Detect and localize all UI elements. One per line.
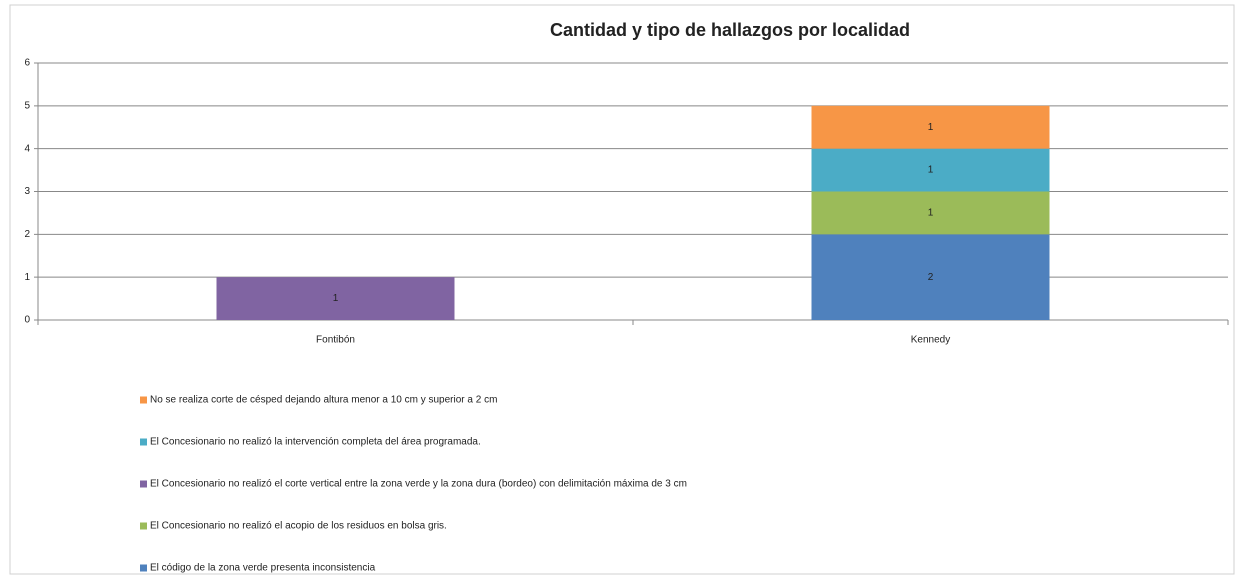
y-tick-label: 2 [24,229,30,240]
chart-title: Cantidad y tipo de hallazgos por localid… [550,20,910,40]
y-tick-label: 3 [24,186,30,197]
data-label: 1 [928,208,934,219]
data-label: 1 [928,165,934,176]
chart-border [9,4,1235,575]
legend-label: No se realiza corte de césped dejando al… [150,395,497,406]
legend-label: El Concesionario no realizó la intervenc… [150,437,481,448]
y-tick-label: 1 [24,272,30,283]
bar-segment [811,105,1050,149]
legend-label: El Concesionario no realizó el corte ver… [150,479,687,490]
data-label: 1 [333,293,339,304]
data-label: 1 [928,122,934,133]
bar-segment [811,234,1050,320]
y-tick-label: 0 [24,315,30,326]
y-tick-label: 6 [24,58,30,69]
legend-swatch [140,480,147,488]
bar-segment [811,191,1050,235]
x-tick-label: Kennedy [911,335,950,346]
x-tick-label: Fontibón [316,335,355,346]
legend-swatch [140,438,147,446]
bar-segment [811,148,1050,192]
bar-segment [216,277,455,320]
y-tick-label: 5 [24,100,30,111]
y-tick-label: 4 [24,143,30,154]
legend-swatch [140,396,147,404]
legend-swatch [140,522,147,530]
legend-label: El Concesionario no realizó el acopio de… [150,521,447,532]
data-label: 2 [928,272,934,283]
legend-label: El código de la zona verde presenta inco… [150,563,376,574]
legend-swatch [140,564,147,572]
